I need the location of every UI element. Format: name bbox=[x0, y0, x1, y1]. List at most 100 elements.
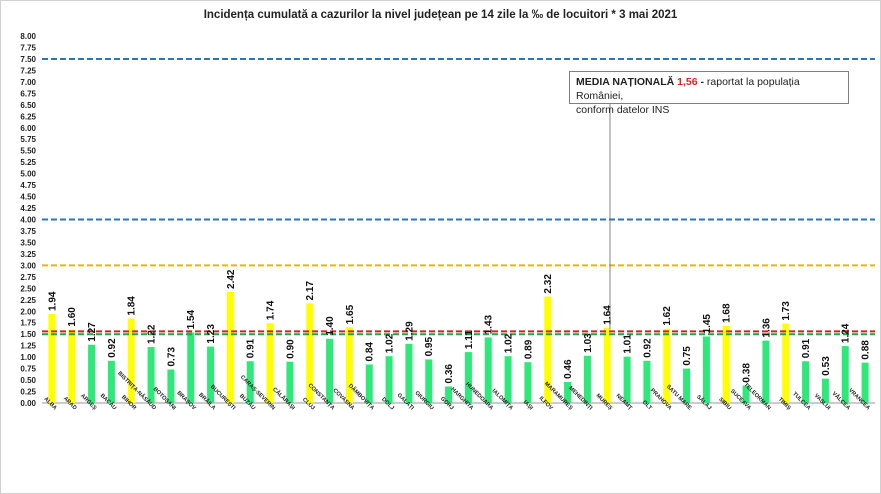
bar bbox=[345, 327, 353, 403]
y-tick-label: 6.00 bbox=[20, 124, 36, 133]
bar-value-label: 0.91 bbox=[801, 338, 812, 358]
y-tick-label: 4.00 bbox=[20, 216, 36, 225]
y-tick-label: 5.50 bbox=[20, 147, 36, 156]
bar-value-label: 0.88 bbox=[861, 340, 872, 360]
bar bbox=[365, 364, 373, 403]
bar bbox=[187, 332, 195, 403]
national-average-source: conform datelor INS bbox=[576, 104, 670, 116]
bar bbox=[445, 386, 453, 403]
bar bbox=[564, 381, 572, 403]
bar bbox=[524, 362, 532, 403]
x-tick-label: ILFOV bbox=[538, 396, 554, 412]
y-tick-label: 0.75 bbox=[20, 365, 36, 374]
bar bbox=[643, 360, 651, 403]
bar-value-label: 2.42 bbox=[226, 269, 237, 289]
y-tick-label: 3.75 bbox=[20, 227, 36, 236]
bar-value-label: 1.29 bbox=[404, 321, 415, 341]
bar bbox=[702, 336, 710, 403]
bar bbox=[207, 346, 215, 403]
bar bbox=[841, 346, 849, 403]
bar-value-label: 2.32 bbox=[543, 274, 554, 294]
y-tick-label: 2.75 bbox=[20, 273, 36, 282]
bar-value-label: 1.02 bbox=[504, 333, 515, 353]
x-tick-label: ALBA bbox=[43, 396, 58, 411]
bar-value-label: 0.91 bbox=[246, 338, 257, 358]
bar-value-label: 0.92 bbox=[107, 338, 118, 358]
bar bbox=[663, 328, 671, 403]
y-tick-label: 5.25 bbox=[20, 158, 36, 167]
bar bbox=[48, 314, 56, 403]
bar bbox=[88, 344, 96, 403]
bar-value-label: 0.53 bbox=[821, 356, 832, 376]
bar bbox=[802, 361, 810, 403]
x-tick-label: SIBIU bbox=[717, 397, 732, 412]
bar-value-label: 1.45 bbox=[702, 314, 713, 334]
bar-value-label: 1.22 bbox=[147, 324, 158, 344]
bar-value-label: 1.01 bbox=[623, 334, 634, 354]
y-tick-label: 2.50 bbox=[20, 284, 36, 293]
y-tick-label: 1.75 bbox=[20, 319, 36, 328]
y-tick-label: 6.25 bbox=[20, 112, 36, 121]
bar bbox=[385, 356, 393, 403]
y-tick-label: 7.25 bbox=[20, 66, 36, 75]
y-tick-label: 3.25 bbox=[20, 250, 36, 259]
bar-value-label: 1.24 bbox=[841, 323, 852, 343]
bar-value-label: 1.03 bbox=[583, 333, 594, 353]
bar-value-label: 0.38 bbox=[742, 363, 753, 383]
bar-value-label: 1.68 bbox=[722, 303, 733, 323]
bar-value-label: 1.94 bbox=[47, 291, 58, 311]
x-tick-label: TIMIȘ bbox=[777, 397, 792, 412]
bar-value-label: 1.02 bbox=[385, 333, 396, 353]
y-tick-label: 4.50 bbox=[20, 193, 36, 202]
y-tick-label: 7.00 bbox=[20, 78, 36, 87]
bar bbox=[246, 361, 254, 403]
bar-value-label: 1.65 bbox=[345, 304, 356, 324]
y-tick-label: 1.00 bbox=[20, 353, 36, 362]
bar-value-label: 0.73 bbox=[166, 347, 177, 367]
bar-value-label: 0.89 bbox=[523, 339, 534, 359]
bar bbox=[782, 323, 790, 403]
bar bbox=[127, 318, 135, 403]
y-tick-label: 8.00 bbox=[20, 32, 36, 41]
y-tick-label: 5.75 bbox=[20, 135, 36, 144]
bar-value-label: 0.95 bbox=[424, 337, 435, 357]
bar-value-label: 0.90 bbox=[285, 339, 296, 359]
bar-value-label: 1.73 bbox=[781, 301, 792, 321]
y-tick-label: 0.50 bbox=[20, 376, 36, 385]
national-average-label: MEDIA NAȚIONALĂ bbox=[576, 76, 675, 88]
x-tick-label: OLT bbox=[641, 400, 653, 412]
bar-value-label: 0.84 bbox=[365, 342, 376, 362]
national-average-dash: - bbox=[700, 76, 704, 88]
y-tick-label: 4.75 bbox=[20, 181, 36, 190]
bar-value-label: 0.46 bbox=[563, 359, 574, 379]
bar bbox=[583, 355, 591, 403]
bar bbox=[484, 337, 492, 403]
chart-title: Incidența cumulată a cazurilor la nivel … bbox=[203, 9, 678, 21]
bar-value-label: 0.36 bbox=[444, 364, 455, 384]
bar-value-label: 1.43 bbox=[484, 314, 495, 334]
x-tick-label: DOLJ bbox=[380, 397, 395, 412]
y-tick-label: 4.25 bbox=[20, 204, 36, 213]
bar-value-label: 1.54 bbox=[186, 309, 197, 329]
bar-value-label: 1.27 bbox=[87, 322, 98, 342]
bar-value-label: 1.23 bbox=[206, 324, 217, 344]
bar bbox=[326, 338, 334, 403]
y-tick-label: 3.50 bbox=[20, 238, 36, 247]
bar bbox=[742, 385, 750, 403]
bar bbox=[722, 325, 730, 403]
bar bbox=[147, 347, 155, 403]
y-tick-label: 6.50 bbox=[20, 101, 36, 110]
bar-value-label: 1.40 bbox=[325, 316, 336, 336]
bar bbox=[286, 361, 294, 403]
bar-value-label: 1.62 bbox=[662, 306, 673, 326]
y-tick-label: 0.00 bbox=[20, 399, 36, 408]
bar bbox=[266, 323, 274, 403]
y-tick-label: 1.25 bbox=[20, 342, 36, 351]
bar bbox=[544, 296, 552, 403]
bar bbox=[464, 352, 472, 403]
bar bbox=[68, 329, 76, 403]
bar-value-label: 1.64 bbox=[603, 305, 614, 325]
bar bbox=[821, 378, 829, 403]
y-tick-label: 0.25 bbox=[20, 388, 36, 397]
